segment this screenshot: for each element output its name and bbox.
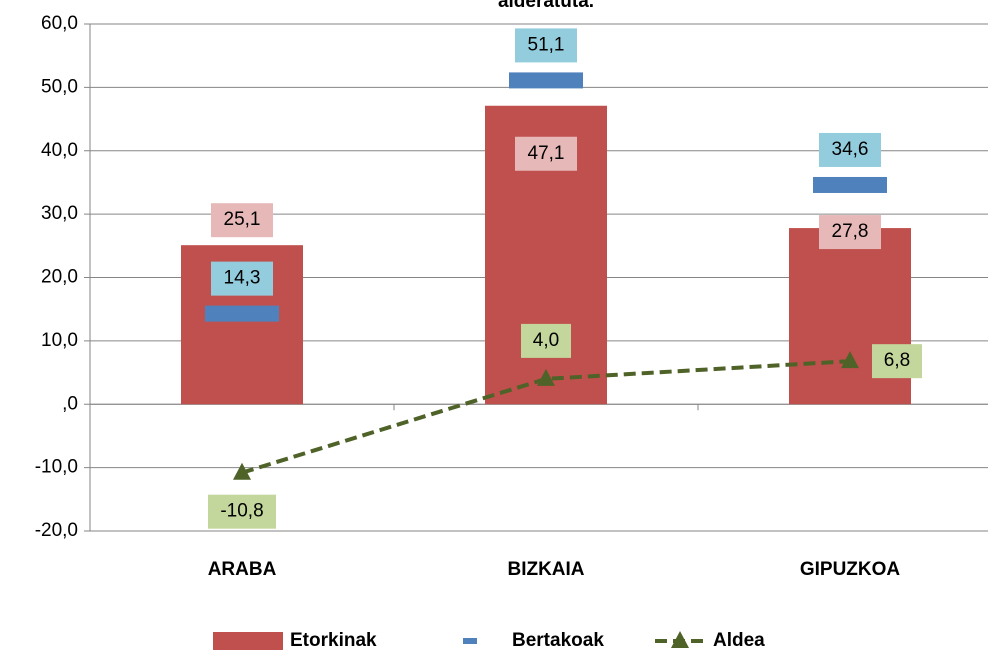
- marker: [813, 176, 887, 193]
- x-tick-label: GIPUZKOA: [800, 559, 901, 580]
- y-tick-label: 40,0: [41, 140, 78, 161]
- data-label: 27,8: [832, 221, 869, 242]
- point: [233, 462, 251, 480]
- label-box: [819, 215, 881, 250]
- y-tick-label: 60,0: [41, 13, 78, 34]
- legend-label: Aldea: [713, 630, 765, 651]
- data-label: -10,8: [220, 501, 263, 522]
- data-label: 47,1: [528, 143, 565, 164]
- y-tick-label: -10,0: [35, 457, 78, 478]
- marker: [509, 72, 583, 89]
- point: [841, 351, 859, 369]
- y-tick-label: 50,0: [41, 76, 78, 97]
- y-tick-label: 10,0: [41, 330, 78, 351]
- marker: [205, 305, 279, 322]
- point: [537, 368, 555, 386]
- legend-swatch: [213, 632, 283, 650]
- data-label: 14,3: [224, 268, 261, 289]
- y-tick-label: 20,0: [41, 267, 78, 288]
- legend-swatch: [463, 638, 477, 644]
- label-box: [515, 136, 577, 171]
- data-label: 51,1: [528, 34, 565, 55]
- label-box: [819, 132, 881, 167]
- legend-swatch: [671, 631, 689, 648]
- y-tick-label: 30,0: [41, 203, 78, 224]
- data-label: 6,8: [884, 350, 910, 371]
- label-box: [211, 203, 273, 238]
- chart-title: alderatuta.: [498, 0, 594, 12]
- legend-label: Etorkinak: [290, 630, 377, 651]
- legend-label: Bertakoak: [512, 630, 604, 651]
- label-box: [521, 323, 571, 358]
- label-box: [515, 28, 577, 63]
- data-label: 34,6: [832, 139, 869, 160]
- label-box: [872, 344, 922, 379]
- y-tick-label: -20,0: [35, 520, 78, 541]
- x-tick-label: ARABA: [208, 559, 277, 580]
- label-box: [211, 261, 273, 296]
- data-label: 25,1: [224, 209, 261, 230]
- y-tick-label: ,0: [62, 393, 78, 414]
- data-label: 4,0: [533, 330, 559, 351]
- x-tick-label: BIZKAIA: [507, 559, 584, 580]
- label-box: [208, 494, 276, 529]
